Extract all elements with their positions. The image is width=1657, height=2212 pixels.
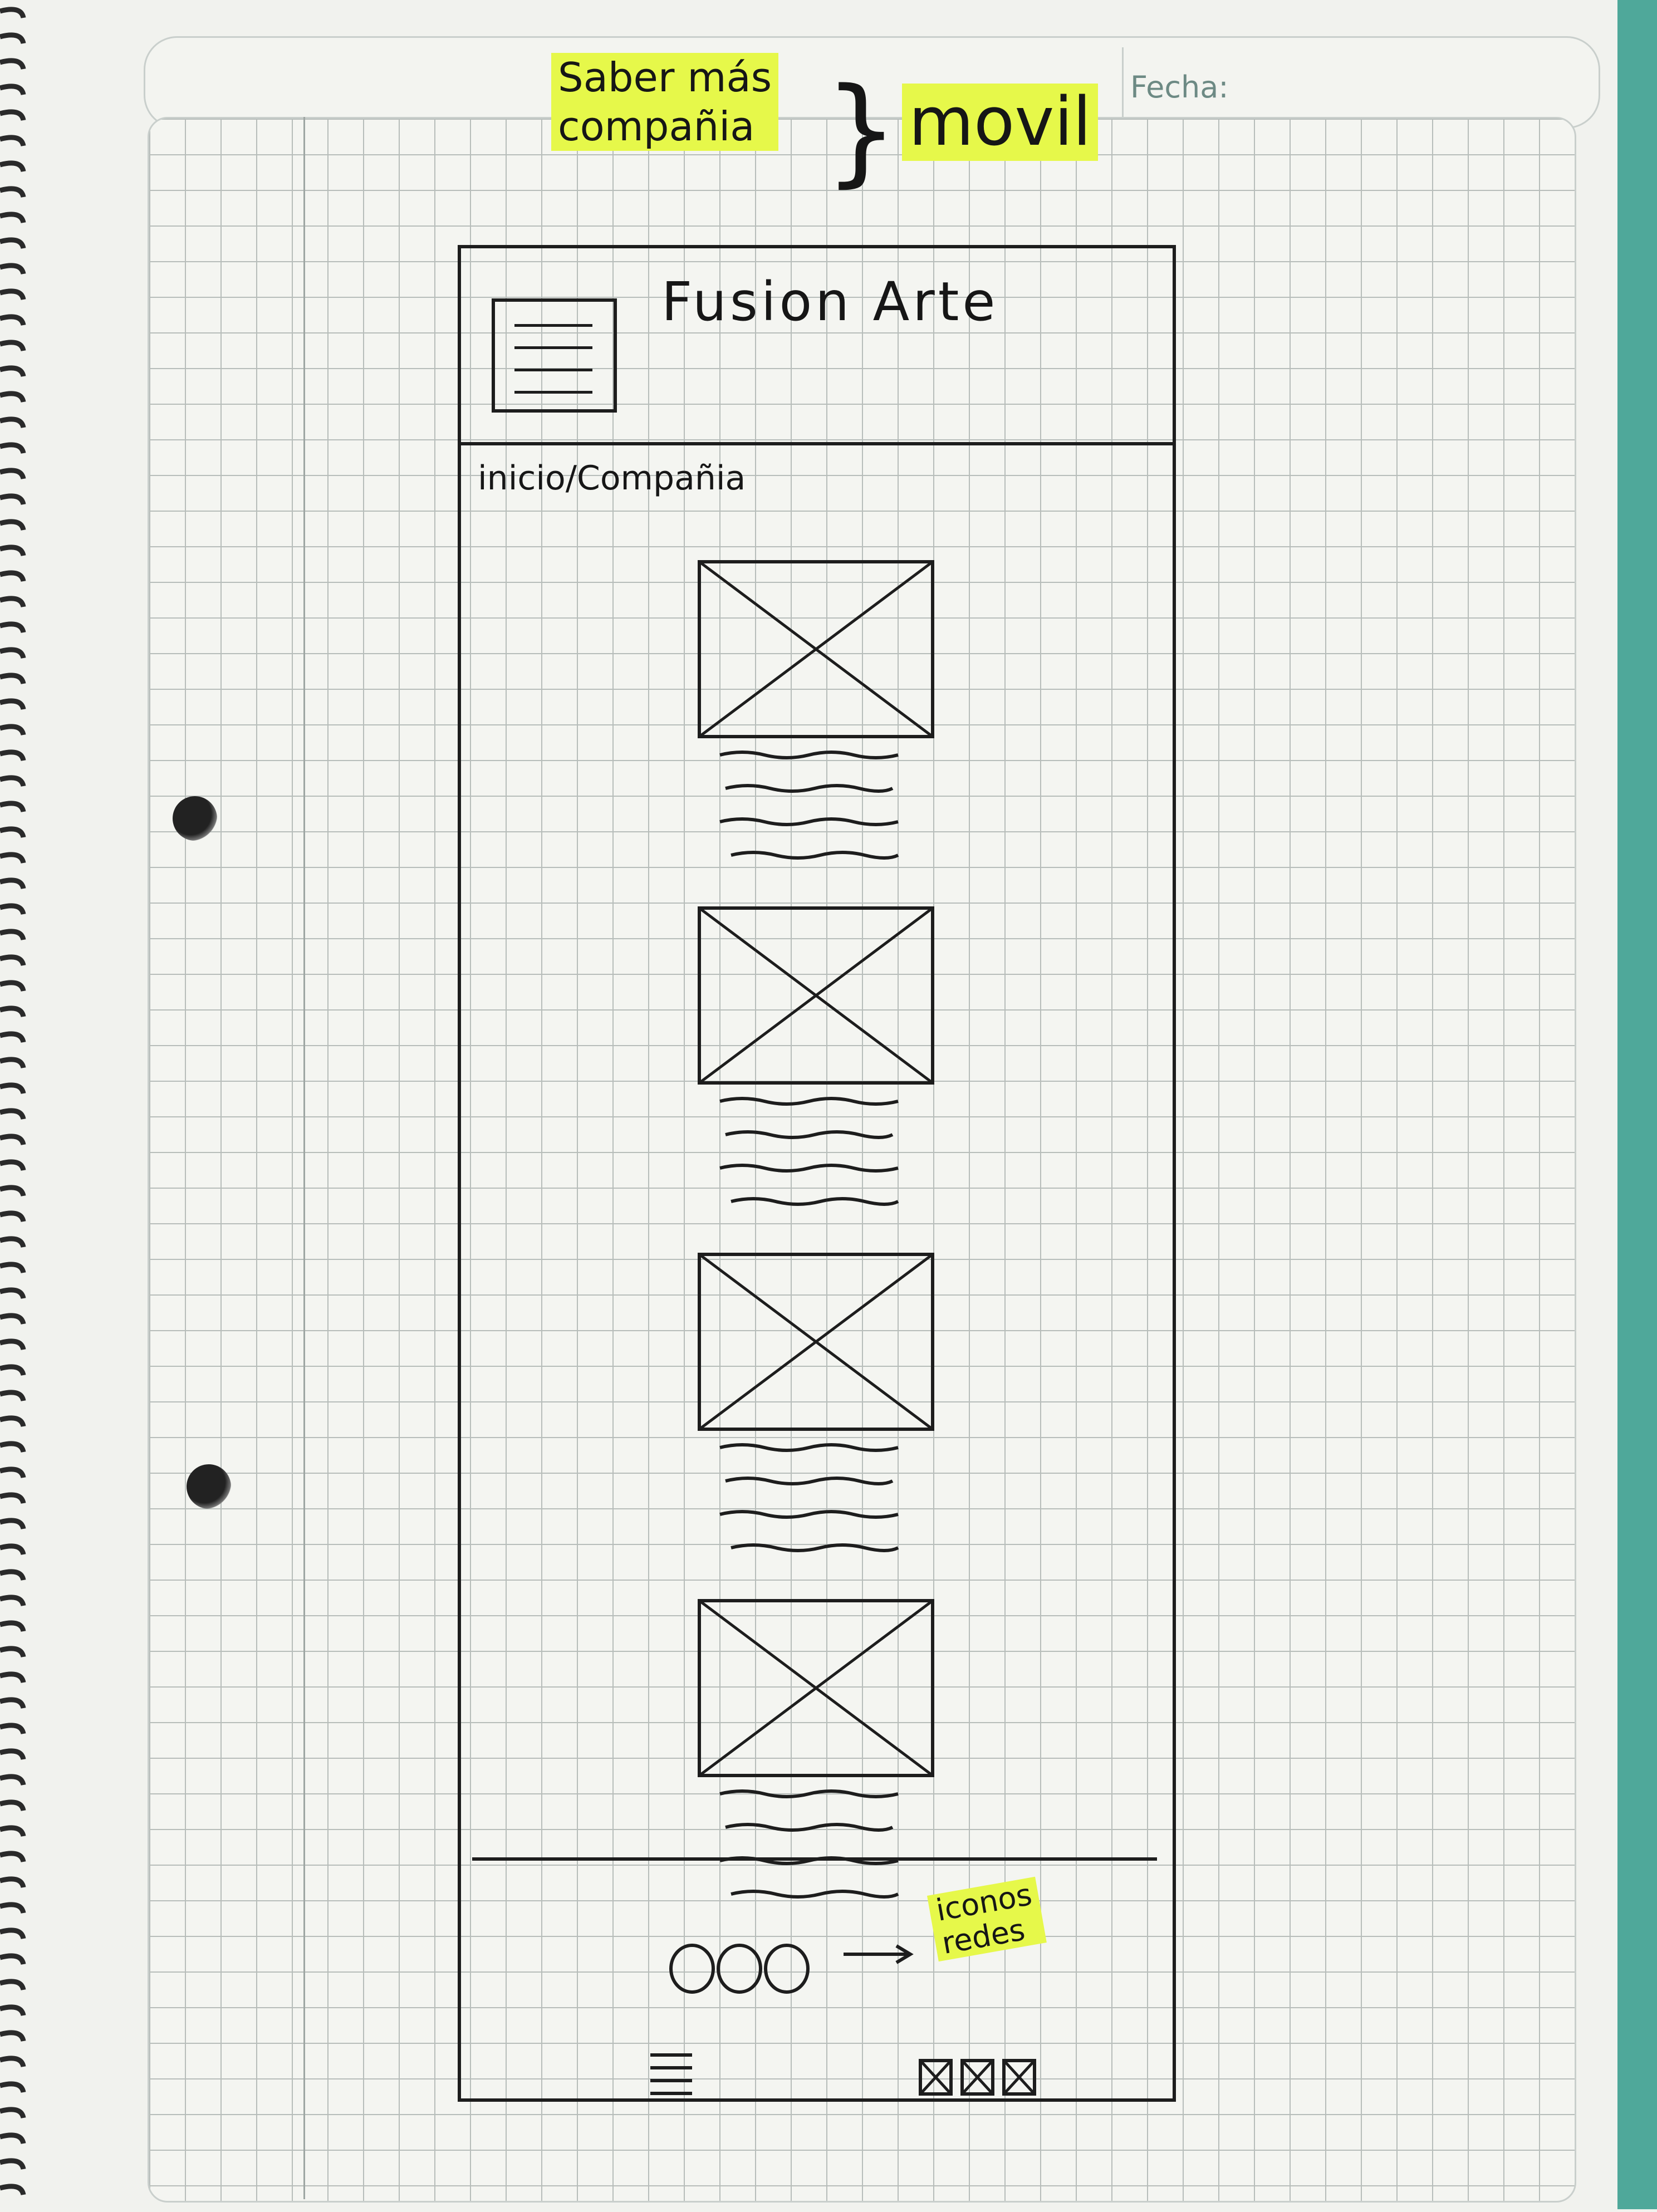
brace-icon: } <box>824 62 899 199</box>
circle-icon[interactable] <box>764 1944 810 1994</box>
page-note: Saber más compañia <box>551 53 779 151</box>
text-placeholder-lines <box>719 1443 899 1552</box>
content-card[interactable] <box>698 906 934 1224</box>
social-circles <box>669 1944 810 1994</box>
margin-line <box>303 117 305 2199</box>
content-card[interactable] <box>698 1599 934 1916</box>
note-line-2: compañia <box>551 102 779 151</box>
image-placeholder-icon <box>698 1253 934 1431</box>
header-divider <box>461 442 1173 445</box>
social-icons <box>919 2059 1036 2096</box>
device-note: movil <box>902 84 1099 161</box>
circle-icon[interactable] <box>669 1944 715 1994</box>
content-card[interactable] <box>698 560 934 877</box>
date-label: Fecha: <box>1130 70 1229 105</box>
app-title: Fusion Arte <box>661 271 999 333</box>
notebook-cover <box>1617 0 1657 2209</box>
text-placeholder-lines <box>719 751 899 860</box>
punch-hole <box>173 796 217 841</box>
date-divider <box>1122 47 1124 117</box>
note-line-1: Saber más <box>551 53 779 102</box>
circle-icon[interactable] <box>717 1944 762 1994</box>
social-icon[interactable] <box>1002 2059 1036 2096</box>
image-placeholder-icon <box>698 906 934 1085</box>
text-placeholder-lines <box>719 1097 899 1206</box>
social-icon[interactable] <box>919 2059 953 2096</box>
breadcrumb[interactable]: inicio/Compañia <box>478 459 746 498</box>
notebook-header-band <box>144 36 1600 129</box>
footer-divider <box>472 1857 1157 1861</box>
image-placeholder-icon <box>698 560 934 738</box>
menu-icon[interactable] <box>492 298 617 413</box>
mobile-wireframe: Fusion Arte inicio/Compañia <box>458 245 1176 2102</box>
arrow-icon <box>844 1944 914 1964</box>
footer-menu-icon[interactable] <box>648 2047 698 2097</box>
punch-hole <box>187 1464 231 1509</box>
graph-paper <box>148 117 1576 2203</box>
notebook-spiral <box>0 0 39 2209</box>
text-placeholder-lines <box>719 1789 899 1899</box>
content-card[interactable] <box>698 1253 934 1570</box>
image-placeholder-icon <box>698 1599 934 1777</box>
social-icon[interactable] <box>960 2059 994 2096</box>
